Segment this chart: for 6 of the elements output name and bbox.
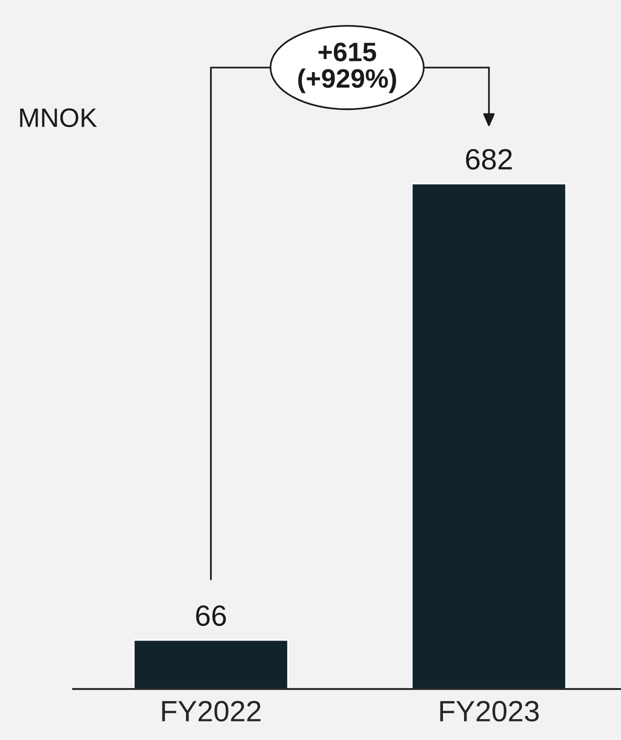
data-label: 66 [196,605,226,626]
annotation: +615 (+929%) [298,42,396,94]
x-tick-label: FY2023 [440,700,539,722]
y-axis-title: MNOK [20,108,97,128]
x-tick-label: FY2022 [162,700,261,722]
data-label: 682 [466,148,512,170]
